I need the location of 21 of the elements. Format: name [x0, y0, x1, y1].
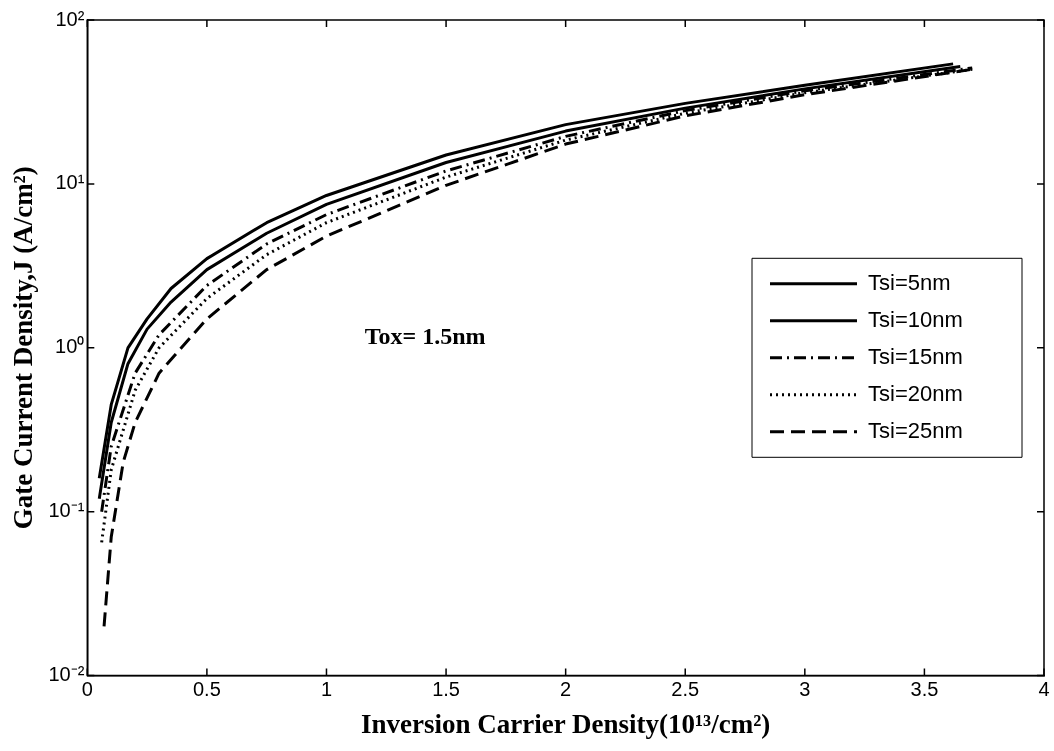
y-tick-label: 10² — [55, 7, 85, 30]
x-tick-label: 1 — [320, 678, 333, 701]
y-tick-label: 10¹ — [55, 171, 85, 194]
x-tick-label: 4 — [1038, 678, 1050, 701]
y-tick-label: 10⁻¹ — [48, 499, 85, 522]
y-tick-label: 10⁰ — [55, 335, 85, 358]
x-axis-title: Inversion Carrier Density(10¹³/cm²) — [361, 708, 771, 739]
x-tick-label: 3 — [799, 678, 811, 701]
x-tick-label: 1.5 — [432, 678, 460, 701]
legend-label: Tsi=20nm — [868, 380, 963, 406]
legend-label: Tsi=5nm — [868, 269, 951, 295]
x-tick-label: 0 — [81, 678, 93, 701]
x-tick-label: 3.5 — [910, 678, 939, 701]
x-tick-label: 2.5 — [671, 678, 700, 701]
y-axis-title: Gate Current Density,J (A/cm²) — [8, 166, 39, 530]
x-tick-label: 0.5 — [192, 678, 221, 701]
legend-label: Tsi=25nm — [868, 417, 963, 443]
legend-label: Tsi=10nm — [868, 306, 963, 332]
x-tick-label: 2 — [560, 678, 572, 701]
annotation: Tox= 1.5nm — [364, 323, 486, 350]
legend-label: Tsi=15nm — [868, 343, 963, 369]
